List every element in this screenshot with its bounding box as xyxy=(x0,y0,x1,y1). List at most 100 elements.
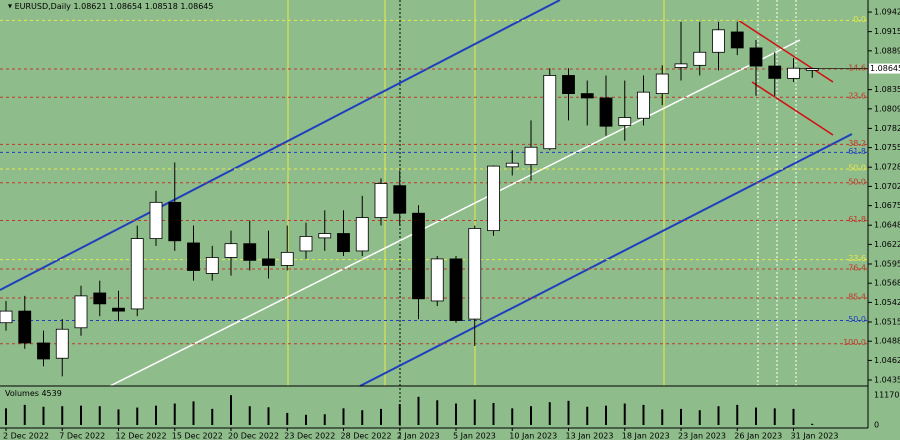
y-tick-label: 1.08890 xyxy=(874,46,900,55)
header-open: 1.08621 xyxy=(73,2,106,11)
header-low: 1.08518 xyxy=(145,2,178,11)
candle-body xyxy=(262,258,275,266)
volume-header: Volumes 4539 xyxy=(5,389,62,398)
y-tick-label: 1.07020 xyxy=(874,182,900,191)
candle-body xyxy=(93,292,107,305)
x-tick-label: 15 Dec 2022 xyxy=(172,432,223,440)
candle-body xyxy=(393,185,407,214)
candle-body xyxy=(299,236,313,252)
volume-title: Volumes xyxy=(5,389,39,398)
volume-tick-label: 111702 xyxy=(874,391,900,400)
header-close: 1.08645 xyxy=(180,2,213,11)
x-tick-label: 2 Dec 2022 xyxy=(3,432,49,440)
candle-body xyxy=(599,97,613,127)
y-tick-label: 1.08090 xyxy=(874,104,900,113)
fib-label: 100.0 xyxy=(843,338,866,347)
x-tick-label: 13 Jan 2023 xyxy=(566,432,614,440)
x-tick-label: 23 Dec 2022 xyxy=(284,432,335,440)
x-tick-label: 10 Jan 2023 xyxy=(509,432,557,440)
y-tick-label: 1.09425 xyxy=(874,8,900,17)
candle-body xyxy=(224,243,238,258)
fib-label: 76.4 xyxy=(848,264,866,273)
candle-body xyxy=(543,75,557,150)
x-tick-label: 18 Jan 2023 xyxy=(622,432,670,440)
candle-body xyxy=(374,183,388,218)
y-tick-label: 1.06755 xyxy=(874,201,900,210)
candle-body xyxy=(149,201,163,240)
candle-body xyxy=(168,201,182,242)
candle-body xyxy=(562,75,575,94)
x-tick-label: 23 Jan 2023 xyxy=(678,432,726,440)
fib-label: 38.2 xyxy=(848,139,866,148)
candle-body xyxy=(505,162,519,168)
candle-body xyxy=(74,295,88,329)
y-tick-label: 1.07555 xyxy=(874,143,900,152)
y-tick-label: 1.07285 xyxy=(874,163,900,172)
fib-label: 61.8 xyxy=(848,147,866,156)
candle-body xyxy=(355,217,369,252)
y-tick-label: 1.05685 xyxy=(874,279,900,288)
fib-label: 50.0 xyxy=(848,315,866,324)
candle-body xyxy=(655,73,669,94)
candle-body xyxy=(37,342,50,360)
y-tick-label: 1.09155 xyxy=(874,27,900,36)
candle-body xyxy=(0,310,13,324)
fib-label: 23.6 xyxy=(848,254,866,263)
volume-tick-label: 0 xyxy=(874,421,879,430)
fib-label: 0.0 xyxy=(853,15,866,24)
header-symbol: ▾ EURUSD,Daily 1.08621 1.08654 1.08518 1… xyxy=(8,2,213,11)
channel-line xyxy=(0,0,561,291)
candle-body xyxy=(112,307,125,312)
x-tick-label: 20 Dec 2022 xyxy=(228,432,279,440)
x-tick-label: 28 Dec 2022 xyxy=(341,432,392,440)
candle-body xyxy=(693,51,707,66)
y-tick-label: 1.05420 xyxy=(874,298,900,307)
x-tick-label: 2 Jan 2023 xyxy=(397,432,440,440)
x-tick-label: 12 Dec 2022 xyxy=(116,432,167,440)
fib-label: 50.0 xyxy=(848,177,866,186)
candle-body xyxy=(637,91,650,119)
candle-body xyxy=(187,242,200,271)
candle-body xyxy=(205,257,219,274)
candle-body xyxy=(318,233,332,239)
fib-label: 14.6 xyxy=(848,63,866,72)
y-tick-label: 1.04620 xyxy=(874,356,900,365)
candle-body xyxy=(730,31,744,49)
x-tick-label: 26 Jan 2023 xyxy=(734,432,782,440)
candle-body xyxy=(130,238,144,310)
y-tick-label: 1.07820 xyxy=(874,124,900,133)
fib-label: 50.0 xyxy=(848,164,866,173)
y-tick-label: 1.06485 xyxy=(874,221,900,230)
y-tick-label: 1.08355 xyxy=(874,85,900,94)
candle-body xyxy=(580,93,594,99)
candle-body xyxy=(768,65,782,79)
current-price-box xyxy=(869,63,900,74)
header-high: 1.08654 xyxy=(109,2,142,11)
candle-body xyxy=(618,117,632,126)
candle-body xyxy=(243,243,257,261)
y-tick-label: 1.04350 xyxy=(874,375,900,384)
trend-line xyxy=(737,19,834,83)
y-tick-label: 1.06220 xyxy=(874,240,900,249)
candle-body xyxy=(55,328,69,359)
candle-body xyxy=(468,228,482,320)
candle-body xyxy=(487,165,500,232)
candle-body xyxy=(674,63,688,68)
y-tick-label: 1.05950 xyxy=(874,259,900,268)
x-tick-label: 7 Dec 2022 xyxy=(59,432,105,440)
trend-line xyxy=(751,81,834,136)
candle-body xyxy=(412,212,425,300)
x-tick-label: 31 Jan 2023 xyxy=(791,432,839,440)
candle-body xyxy=(280,251,294,266)
y-tick-label: 1.05150 xyxy=(874,317,900,326)
fib-label: 61.8 xyxy=(848,215,866,224)
candle-body xyxy=(524,146,538,166)
y-tick-label: 1.04885 xyxy=(874,337,900,346)
fib-label: 85.4 xyxy=(848,293,866,302)
x-tick-label: 5 Jan 2023 xyxy=(453,432,496,440)
candle-body xyxy=(712,29,725,53)
candle-body xyxy=(18,310,32,344)
fib-label: 23.6 xyxy=(848,92,866,101)
volume-last: 4539 xyxy=(41,389,61,398)
